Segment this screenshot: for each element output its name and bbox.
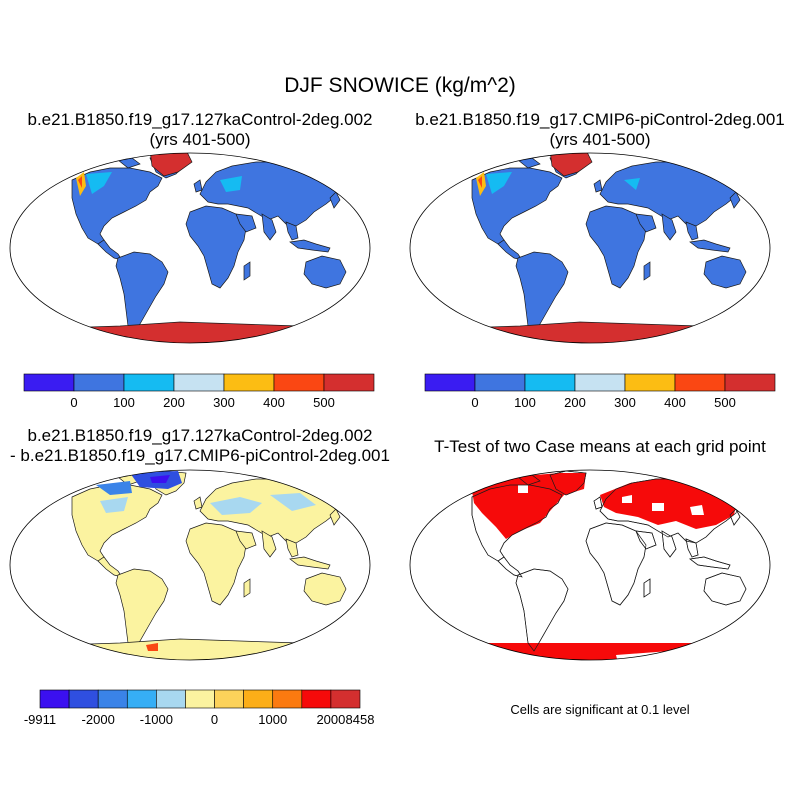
colorbar-panel2-swatch <box>574 373 626 392</box>
panel4-map <box>409 469 771 661</box>
colorbar-diff-tick-label: 8458 <box>346 712 375 727</box>
colorbar-panel1-tick-label: 500 <box>313 395 335 410</box>
panel1-title-line1: b.e21.B1850.f19_g17.127kaControl-2deg.00… <box>27 110 373 129</box>
colorbar-panel1-swatch <box>73 373 125 392</box>
colorbar-panel2-tick-label: 200 <box>564 395 586 410</box>
panel4-title-line1: T-Test of two Case means at each grid po… <box>434 437 766 456</box>
panel2-title: b.e21.B1850.f19_g17.CMIP6-piControl-2deg… <box>400 110 800 150</box>
panel1-title: b.e21.B1850.f19_g17.127kaControl-2deg.00… <box>0 110 400 150</box>
colorbar-diff-swatch <box>330 689 361 709</box>
colorbar-diff-tick-label: -1000 <box>140 712 173 727</box>
colorbar-panel2-swatch <box>624 373 676 392</box>
panel1-title-line2: (yrs 401-500) <box>149 130 251 149</box>
colorbar-panel1: 0 100 200 300 400 500 <box>23 373 375 410</box>
panel3-title-line1: b.e21.B1850.f19_g17.127kaControl-2deg.00… <box>27 426 373 445</box>
colorbar-panel2: 0 100 200 300 400 500 <box>424 373 776 410</box>
colorbar-panel2-tick-label: 100 <box>514 395 536 410</box>
colorbar-panel2-tick-label: 0 <box>471 395 478 410</box>
colorbar-diff-swatch <box>39 689 70 709</box>
colorbar-diff-swatch <box>126 689 157 709</box>
colorbar-diff-tick-label: 2000 <box>316 712 345 727</box>
colorbar-diff-tick-label: -9911 <box>24 712 56 727</box>
colorbar-diff-tick-label: 1000 <box>258 712 287 727</box>
colorbar-diff-swatch <box>272 689 303 709</box>
panel3-title: b.e21.B1850.f19_g17.127kaControl-2deg.00… <box>0 426 400 466</box>
panel3-title-line2: - b.e21.B1850.f19_g17.CMIP6-piControl-2d… <box>10 446 390 465</box>
colorbar-panel1-tick-label: 400 <box>263 395 285 410</box>
colorbar-diff-swatch <box>214 689 244 709</box>
colorbar-diff-tick-label: 0 <box>211 712 218 727</box>
colorbar-panel1-tick-label: 0 <box>70 395 77 410</box>
colorbar-panel2-swatch <box>674 373 726 392</box>
colorbar-diff-swatch <box>156 689 186 709</box>
panel3-map <box>9 469 371 661</box>
colorbar-panel1-tick-label: 200 <box>163 395 185 410</box>
colorbar-panel2-swatch <box>724 373 776 392</box>
colorbar-panel1-swatch <box>23 373 75 392</box>
colorbar-panel2-tick-label: 400 <box>664 395 686 410</box>
panel2-title-line1: b.e21.B1850.f19_g17.CMIP6-piControl-2deg… <box>415 110 785 129</box>
colorbar-panel2-tick-label: 500 <box>714 395 736 410</box>
colorbar-panel1-swatch <box>173 373 225 392</box>
colorbar-diff-swatch <box>97 689 128 709</box>
significance-note: Cells are significant at 0.1 level <box>510 702 690 717</box>
colorbar-diff-tick-label: -2000 <box>82 712 115 727</box>
colorbar-panel2-tick-label: 300 <box>614 395 636 410</box>
panel2-map <box>409 152 771 344</box>
colorbar-panel1-swatch <box>123 373 175 392</box>
figure-title: DJF SNOWICE (kg/m^2) <box>284 74 516 97</box>
colorbar-panel1-swatch <box>323 373 375 392</box>
colorbar-panel1-swatch <box>223 373 275 392</box>
colorbar-panel1-swatch <box>273 373 325 392</box>
colorbar-diff: -9911 -2000 -1000 0 1000 2000 8458 <box>24 689 375 727</box>
colorbar-panel1-tick-label: 300 <box>213 395 235 410</box>
colorbar-diff-swatch <box>185 689 215 709</box>
colorbar-panel2-swatch <box>424 373 476 392</box>
panel4-title: T-Test of two Case means at each grid po… <box>400 437 800 457</box>
colorbar-panel1-tick-label: 100 <box>113 395 135 410</box>
colorbar-diff-swatch <box>243 689 274 709</box>
colorbar-panel2-swatch <box>474 373 526 392</box>
colorbar-diff-swatch <box>68 689 99 709</box>
colorbar-diff-swatch <box>301 689 332 709</box>
colorbar-panel2-swatch <box>524 373 576 392</box>
panel2-title-line2: (yrs 401-500) <box>549 130 651 149</box>
panel1-map <box>9 152 371 344</box>
